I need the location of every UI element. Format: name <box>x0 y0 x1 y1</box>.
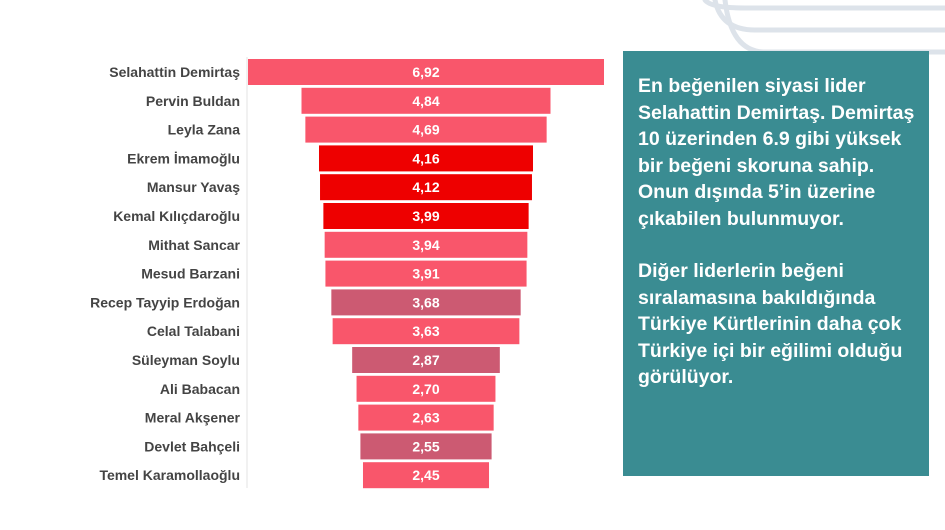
data-label: 4,16 <box>412 150 439 166</box>
bar <box>360 433 492 460</box>
category-label: Süleyman Soylu <box>132 352 240 368</box>
callout-paragraph-1: En beğenilen siyasi lider Selahattin Dem… <box>638 75 915 230</box>
bar <box>332 318 520 345</box>
data-label: 3,99 <box>412 208 439 224</box>
bar <box>301 87 551 114</box>
bar <box>318 145 534 172</box>
category-label: Kemal Kılıçdaroğlu <box>113 208 240 224</box>
bar <box>358 404 494 431</box>
category-label: Pervin Buldan <box>146 93 240 109</box>
data-label: 2,45 <box>412 467 439 483</box>
category-label: Ali Babacan <box>160 381 240 397</box>
data-label: 2,55 <box>412 438 439 454</box>
data-label: 4,69 <box>412 122 439 138</box>
data-label: 2,63 <box>412 410 439 426</box>
bar <box>305 116 547 143</box>
category-label: Leyla Zana <box>168 122 241 138</box>
category-label: Selahattin Demirtaş <box>109 64 240 80</box>
bar <box>323 203 529 229</box>
category-label: Mansur Yavaş <box>147 179 240 195</box>
data-label: 3,91 <box>412 266 439 282</box>
data-label: 3,94 <box>412 237 439 253</box>
bar <box>356 375 496 402</box>
summary-callout-box: En beğenilen siyasi lider Selahattin Dem… <box>623 51 929 476</box>
bar <box>352 347 500 373</box>
category-label: Recep Tayyip Erdoğan <box>90 294 240 310</box>
category-label: Celal Talabani <box>147 323 240 339</box>
category-label: Ekrem İmamoğlu <box>127 150 240 166</box>
bar <box>325 260 527 287</box>
data-label: 4,84 <box>412 93 439 109</box>
bar <box>324 231 528 258</box>
category-label: Temel Karamollaoğlu <box>99 467 240 483</box>
data-label: 6,92 <box>412 64 439 80</box>
bar <box>331 289 521 316</box>
data-label: 3,63 <box>412 323 439 339</box>
data-label: 3,68 <box>412 294 439 310</box>
bar <box>248 59 604 85</box>
data-label: 4,12 <box>412 179 439 195</box>
bar <box>362 462 490 489</box>
category-label: Mesud Barzani <box>141 266 240 282</box>
callout-paragraph-2: Diğer liderlerin beğeni sıralamasına bak… <box>638 260 903 388</box>
data-label: 2,87 <box>412 352 439 368</box>
category-label: Devlet Bahçeli <box>144 438 240 454</box>
decoration-line <box>702 0 945 11</box>
data-label: 2,70 <box>412 381 439 397</box>
category-label: Mithat Sancar <box>148 237 240 253</box>
category-label: Meral Akşener <box>145 410 241 426</box>
bar <box>320 174 532 201</box>
